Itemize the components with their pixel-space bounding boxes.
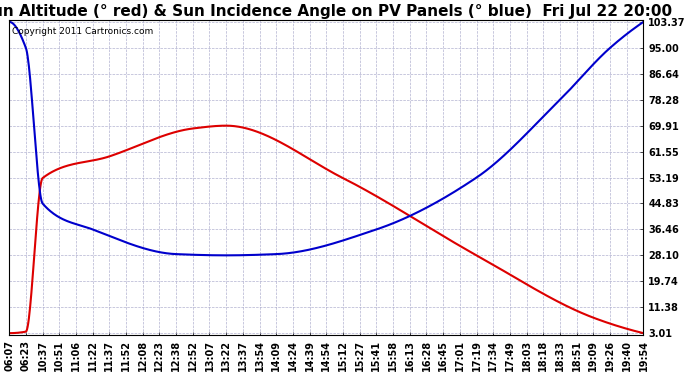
Title: Sun Altitude (° red) & Sun Incidence Angle on PV Panels (° blue)  Fri Jul 22 20:: Sun Altitude (° red) & Sun Incidence Ang… xyxy=(0,4,672,19)
Text: Copyright 2011 Cartronics.com: Copyright 2011 Cartronics.com xyxy=(12,27,154,36)
